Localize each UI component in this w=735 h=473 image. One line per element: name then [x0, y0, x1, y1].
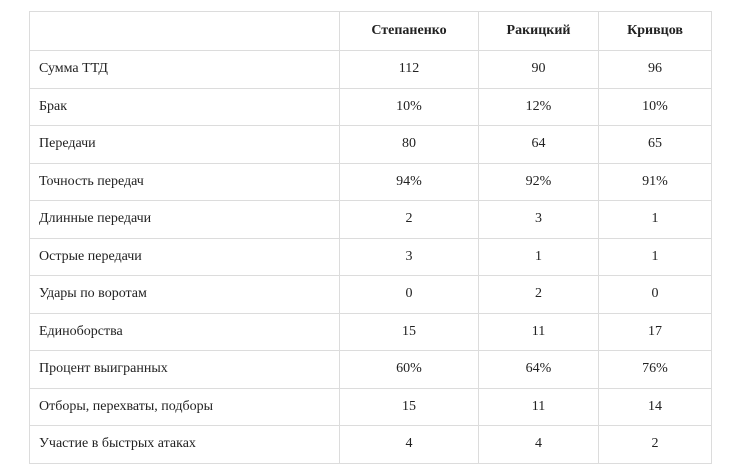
stat-value-cell: 15	[339, 312, 479, 351]
stat-value-cell: 1	[478, 237, 599, 276]
stat-value-cell: 1	[598, 200, 712, 239]
table-row: Длинные передачи 2 3 1	[29, 200, 712, 239]
table-row: Точность передач 94% 92% 91%	[29, 162, 712, 201]
stat-value-cell: 64	[478, 125, 599, 164]
stat-value-cell: 2	[339, 200, 479, 239]
row-label: Передачи	[29, 125, 340, 164]
table-row: Сумма ТТД 112 90 96	[29, 50, 712, 89]
header-cell-player: Степаненко	[339, 11, 479, 51]
table-row: Отборы, перехваты, подборы 15 11 14	[29, 387, 712, 426]
table-row: Брак 10% 12% 10%	[29, 87, 712, 126]
stat-value-cell: 2	[598, 425, 712, 464]
row-label: Длинные передачи	[29, 200, 340, 239]
row-label: Удары по воротам	[29, 275, 340, 314]
stat-value-cell: 10%	[339, 87, 479, 126]
stat-value-cell: 12%	[478, 87, 599, 126]
table-row: Удары по воротам 0 2 0	[29, 275, 712, 314]
stat-value-cell: 0	[339, 275, 479, 314]
stat-value-cell: 15	[339, 387, 479, 426]
stat-value-cell: 1	[598, 237, 712, 276]
stat-value-cell: 94%	[339, 162, 479, 201]
table-row: Процент выигранных 60% 64% 76%	[29, 350, 712, 389]
stat-value-cell: 14	[598, 387, 712, 426]
stat-value-cell: 11	[478, 312, 599, 351]
table-body: Сумма ТТД 112 90 96 Брак 10% 12% 10% Передачи 80 6…	[29, 50, 712, 464]
header-cell-player: Кривцов	[598, 11, 712, 51]
stat-value-cell: 80	[339, 125, 479, 164]
stat-value-cell: 112	[339, 50, 479, 89]
row-label: Процент выигранных	[29, 350, 340, 389]
row-label: Единоборства	[29, 312, 340, 351]
stat-value-cell: 60%	[339, 350, 479, 389]
stat-value-cell: 3	[339, 237, 479, 276]
stat-value-cell: 4	[339, 425, 479, 464]
stat-value-cell: 0	[598, 275, 712, 314]
stat-value-cell: 4	[478, 425, 599, 464]
header-cell-player: Ракицкий	[478, 11, 599, 51]
header-cell-empty	[29, 11, 340, 51]
stats-table: Степаненко Ракицкий Кривцов Сумма ТТД 112…	[29, 11, 712, 464]
stat-value-cell: 76%	[598, 350, 712, 389]
row-label: Брак	[29, 87, 340, 126]
stat-value-cell: 64%	[478, 350, 599, 389]
row-label: Сумма ТТД	[29, 50, 340, 89]
stat-value-cell: 91%	[598, 162, 712, 201]
row-label: Отборы, перехваты, подборы	[29, 387, 340, 426]
stat-value-cell: 10%	[598, 87, 712, 126]
table-row: Единоборства 15 11 17	[29, 312, 712, 351]
row-label: Точность передач	[29, 162, 340, 201]
table-header: Степаненко Ракицкий Кривцов	[29, 11, 712, 51]
stat-value-cell: 3	[478, 200, 599, 239]
stat-value-cell: 90	[478, 50, 599, 89]
table-row: Острые передачи 3 1 1	[29, 237, 712, 276]
row-label: Острые передачи	[29, 237, 340, 276]
table-row: Участие в быстрых атаках 4 4 2	[29, 425, 712, 464]
header-row: Степаненко Ракицкий Кривцов	[29, 11, 712, 51]
row-label: Участие в быстрых атаках	[29, 425, 340, 464]
stat-value-cell: 11	[478, 387, 599, 426]
stat-value-cell: 96	[598, 50, 712, 89]
stat-value-cell: 65	[598, 125, 712, 164]
stat-value-cell: 92%	[478, 162, 599, 201]
table-row: Передачи 80 64 65	[29, 125, 712, 164]
stat-value-cell: 17	[598, 312, 712, 351]
stat-value-cell: 2	[478, 275, 599, 314]
